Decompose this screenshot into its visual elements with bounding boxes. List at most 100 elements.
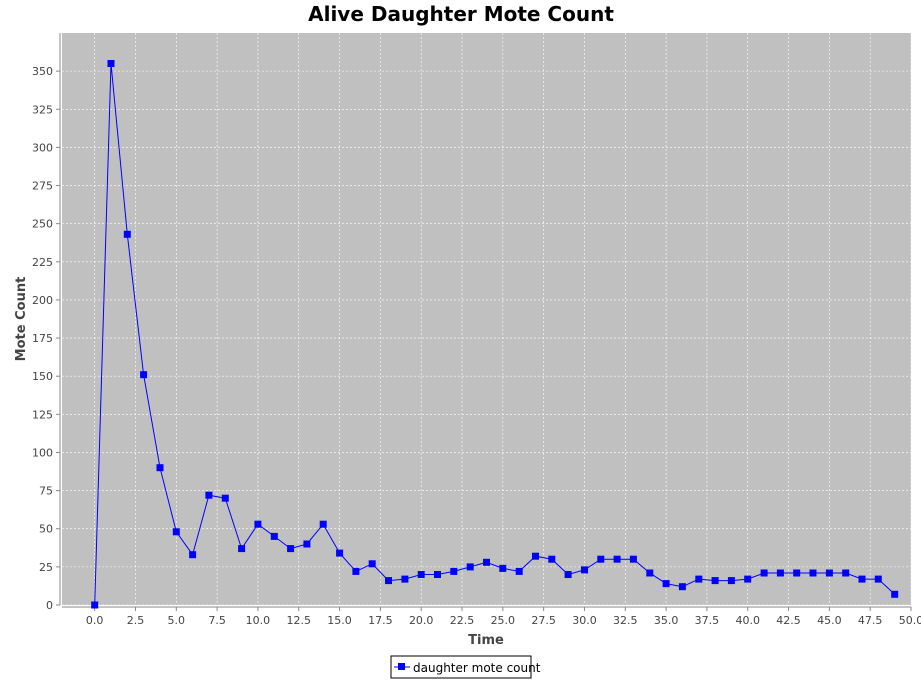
- data-point: [874, 575, 882, 583]
- legend: daughter mote count: [390, 655, 541, 679]
- x-tick-label: 20.0: [409, 614, 434, 627]
- x-tick-label: 42.5: [776, 614, 801, 627]
- data-point: [434, 571, 441, 578]
- y-tick-label: 150: [32, 370, 53, 383]
- data-point: [597, 555, 605, 563]
- data-point: [581, 566, 588, 574]
- y-axis-title: Mote Count: [14, 277, 29, 362]
- y-tick-label: 225: [32, 256, 53, 269]
- data-point: [809, 569, 817, 577]
- x-tick-label: 45.0: [817, 614, 842, 627]
- x-tick-label: 47.5: [858, 614, 883, 627]
- legend-box: [390, 655, 532, 679]
- data-point: [842, 569, 850, 577]
- series-layer: [91, 60, 899, 609]
- y-axis-ticks: 0 25 50 75 100 125 150 175 200 225 250 275 300 325 350: [32, 65, 60, 612]
- plot-area: [62, 33, 911, 605]
- x-tick-label: 35.0: [654, 614, 679, 627]
- data-point: [515, 567, 523, 575]
- y-tick-label: 200: [32, 294, 53, 307]
- data-point: [727, 577, 735, 585]
- y-tick-label: 250: [32, 218, 53, 231]
- data-point: [891, 590, 899, 598]
- y-tick-label: 0: [46, 599, 53, 612]
- x-tick-label: 15.0: [327, 614, 352, 627]
- data-point: [760, 569, 768, 577]
- data-point: [270, 532, 278, 540]
- data-point: [483, 558, 490, 566]
- y-tick-label: 300: [32, 141, 53, 154]
- data-point: [172, 528, 180, 536]
- x-tick-label: 30.0: [572, 614, 597, 627]
- data-point: [123, 230, 131, 238]
- data-point: [189, 551, 197, 559]
- y-tick-label: 50: [39, 523, 53, 536]
- x-axis-title: Time: [468, 633, 504, 648]
- x-tick-label: 10.0: [246, 614, 271, 627]
- y-tick-label: 325: [32, 103, 53, 116]
- legend-marker: [398, 663, 405, 670]
- data-point: [205, 491, 213, 499]
- x-tick-label: 7.5: [208, 614, 226, 627]
- data-point: [662, 580, 670, 588]
- x-tick-label: 2.5: [127, 614, 145, 627]
- data-point: [140, 371, 148, 379]
- x-tick-label: 5.0: [168, 614, 186, 627]
- data-point: [695, 575, 703, 583]
- data-point: [336, 549, 344, 557]
- data-point: [793, 569, 801, 577]
- grid: [62, 33, 912, 606]
- x-tick-label: 25.0: [491, 614, 516, 627]
- data-point: [368, 560, 376, 568]
- x-tick-label: 12.5: [286, 614, 311, 627]
- data-point: [417, 571, 425, 578]
- y-tick-label: 75: [39, 485, 53, 498]
- data-point: [532, 552, 539, 560]
- data-point: [646, 569, 654, 577]
- x-tick-label: 32.5: [613, 614, 638, 627]
- y-tick-label: 175: [32, 332, 53, 345]
- data-point: [385, 577, 392, 585]
- y-tick-label: 25: [39, 561, 53, 574]
- x-tick-label: 50.0: [899, 614, 921, 627]
- data-point: [499, 564, 507, 572]
- data-point: [303, 540, 311, 548]
- data-point: [564, 571, 572, 578]
- data-point: [401, 575, 409, 583]
- x-tick-label: 0.0: [86, 614, 104, 627]
- data-point: [711, 577, 719, 585]
- legend-label: daughter mote count: [413, 661, 541, 675]
- data-point: [858, 575, 866, 583]
- y-tick-label: 100: [32, 446, 53, 459]
- x-axis-ticks: 0.0 2.5 5.0 7.5 10.0 12.5 15.0 17.5 20.0 22.5 25.0…: [86, 607, 921, 627]
- data-point: [548, 555, 556, 563]
- data-point: [466, 563, 474, 571]
- y-tick-label: 275: [32, 180, 53, 193]
- x-tick-label: 37.5: [695, 614, 720, 627]
- data-point: [776, 569, 784, 577]
- data-point: [254, 520, 262, 528]
- data-point: [91, 601, 99, 609]
- data-point: [450, 567, 458, 575]
- data-point: [352, 567, 360, 575]
- chart-title: Alive Daughter Mote Count: [308, 2, 614, 26]
- data-point: [629, 555, 637, 563]
- x-tick-label: 22.5: [450, 614, 475, 627]
- x-tick-label: 40.0: [735, 614, 760, 627]
- data-point: [156, 464, 164, 472]
- y-tick-label: 125: [32, 408, 53, 421]
- data-point: [825, 569, 833, 577]
- data-point: [678, 583, 686, 591]
- x-tick-label: 17.5: [368, 614, 393, 627]
- data-point: [287, 545, 295, 553]
- data-point: [238, 545, 246, 553]
- data-point: [319, 520, 327, 528]
- data-point: [107, 60, 115, 67]
- x-tick-label: 27.5: [531, 614, 556, 627]
- data-point: [613, 555, 621, 563]
- y-tick-label: 350: [32, 65, 53, 78]
- data-point: [744, 575, 752, 583]
- data-point: [221, 494, 229, 502]
